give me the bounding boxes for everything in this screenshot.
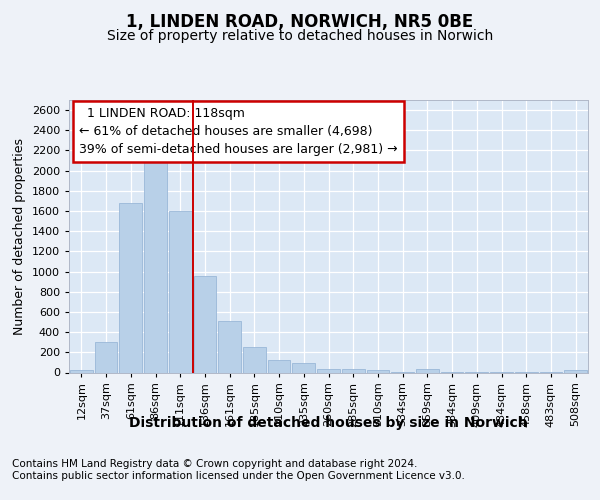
Bar [317,370,340,372]
Text: 1 LINDEN ROAD: 118sqm  
← 61% of detached houses are smaller (4,698)
39% of semi: 1 LINDEN ROAD: 118sqm ← 61% of detached … [79,107,398,156]
Bar [70,370,93,372]
Bar [169,211,191,372]
Bar [367,370,389,372]
Bar [243,347,266,372]
Bar [144,158,167,372]
Text: Contains public sector information licensed under the Open Government Licence v3: Contains public sector information licen… [12,471,465,481]
Y-axis label: Number of detached properties: Number of detached properties [13,138,26,335]
Bar [218,321,241,372]
Bar [194,276,216,372]
Bar [119,203,142,372]
Bar [95,342,118,372]
Text: Distribution of detached houses by size in Norwich: Distribution of detached houses by size … [130,416,528,430]
Bar [342,370,365,372]
Bar [268,360,290,372]
Bar [564,370,587,372]
Bar [416,370,439,372]
Text: Contains HM Land Registry data © Crown copyright and database right 2024.: Contains HM Land Registry data © Crown c… [12,459,418,469]
Text: Size of property relative to detached houses in Norwich: Size of property relative to detached ho… [107,29,493,43]
Text: 1, LINDEN ROAD, NORWICH, NR5 0BE: 1, LINDEN ROAD, NORWICH, NR5 0BE [127,12,473,30]
Bar [292,363,315,372]
